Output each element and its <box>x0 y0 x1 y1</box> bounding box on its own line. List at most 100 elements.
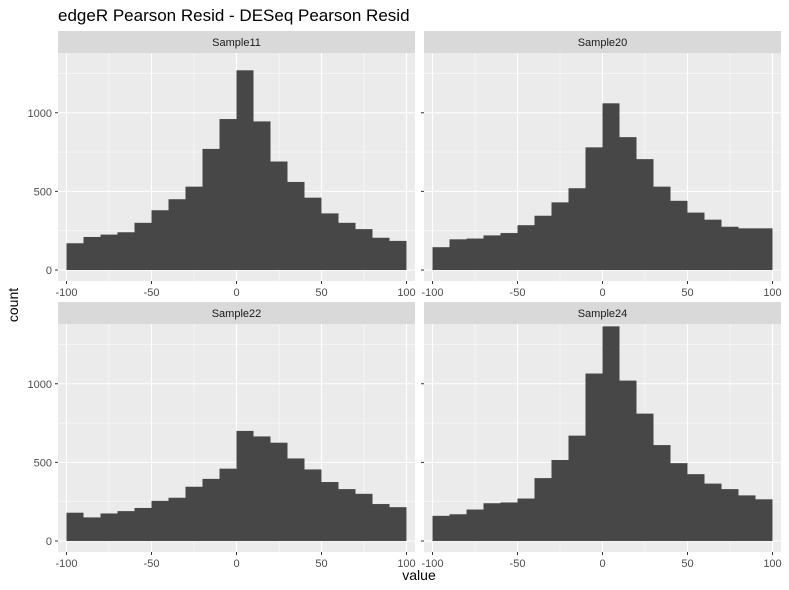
x-tick-label: -50 <box>510 558 526 570</box>
histogram-bar <box>551 202 569 270</box>
histogram-bar <box>704 483 722 541</box>
x-tick-label: 100 <box>397 287 415 299</box>
histogram-bar <box>432 515 450 541</box>
histogram-bar <box>66 512 84 541</box>
facet-strip <box>424 302 781 324</box>
x-tick-label: -100 <box>421 558 443 570</box>
y-axis-title: count <box>5 288 21 322</box>
facet-strip <box>58 302 415 324</box>
histogram-bar <box>389 507 407 541</box>
histogram-bar <box>185 186 203 270</box>
histogram-bar <box>338 489 356 541</box>
y-tick-label: 500 <box>34 457 52 469</box>
histogram-bar <box>551 460 569 541</box>
histogram-bar <box>602 103 620 270</box>
histogram-bar <box>100 234 118 270</box>
histogram-bar <box>236 70 254 270</box>
histogram-bar <box>483 503 501 541</box>
histogram-bar <box>287 181 305 270</box>
facet-sample24: Sample24 -100 -50 0 50 100 <box>421 302 782 570</box>
histogram-bar <box>270 161 288 270</box>
histogram-bar <box>721 226 739 270</box>
histogram-bar <box>517 225 535 270</box>
histogram-bar <box>304 469 322 541</box>
histogram-bar <box>755 499 773 541</box>
histogram-bar <box>168 199 186 270</box>
x-axis-title: value <box>402 567 436 583</box>
histogram-bar <box>219 119 237 270</box>
y-tick-label: 1000 <box>28 108 52 120</box>
facet-sample20: Sample20 -100 -50 0 50 100 <box>421 31 782 299</box>
histogram-bar <box>321 213 339 270</box>
x-tick-label: 50 <box>681 287 693 299</box>
y-tick-label: 1000 <box>28 379 52 391</box>
histogram-bar <box>687 212 705 270</box>
histogram-bar <box>83 236 101 270</box>
facet-strip-label: Sample11 <box>212 37 261 49</box>
x-tick-label: 0 <box>233 287 239 299</box>
histogram-bar <box>83 517 101 541</box>
histogram-bar <box>653 186 671 270</box>
histogram-bar <box>432 247 450 270</box>
histogram-bar <box>372 237 390 270</box>
histogram-bar <box>185 486 203 541</box>
histogram-bar <box>602 326 620 541</box>
histogram-bar <box>134 222 152 270</box>
x-tick-label: 50 <box>681 558 693 570</box>
histogram-bar <box>500 233 518 270</box>
histogram-bar <box>253 436 271 541</box>
y-tick-label: 0 <box>46 536 52 548</box>
histogram-bar <box>202 478 220 541</box>
histogram-bar <box>66 243 84 270</box>
histogram-bar <box>517 498 535 541</box>
histogram-bar <box>202 148 220 270</box>
histogram-bar <box>721 489 739 541</box>
histogram-bar <box>483 235 501 270</box>
chart-title: edgeR Pearson Resid - DESeq Pearson Resi… <box>58 6 410 25</box>
histogram-bar <box>117 232 135 270</box>
histogram-bar <box>568 435 586 541</box>
histogram-bar <box>355 493 373 541</box>
x-tick-label: -50 <box>144 558 160 570</box>
histogram-bar <box>619 380 637 541</box>
histogram-bar <box>117 511 135 541</box>
x-tick-label: 100 <box>397 558 415 570</box>
histogram-bar <box>636 413 654 541</box>
histogram-bar <box>321 482 339 541</box>
histogram-bar <box>355 229 373 270</box>
histogram-bar <box>236 430 254 541</box>
y-tick-label: 500 <box>34 186 52 198</box>
histogram-bar <box>253 121 271 270</box>
histogram-bar <box>304 197 322 270</box>
x-tick-label: -100 <box>421 287 443 299</box>
histogram-bar <box>619 137 637 270</box>
facet-strip-label: Sample24 <box>578 308 628 320</box>
histogram-bar <box>151 210 169 270</box>
histogram-bar <box>585 373 603 541</box>
x-tick-label: 100 <box>763 558 781 570</box>
histogram-bar <box>134 507 152 541</box>
histogram-bar <box>738 495 756 541</box>
histogram-bar <box>670 463 688 541</box>
histogram-bar <box>449 239 467 270</box>
x-tick-label: 0 <box>599 287 605 299</box>
facet-strip-label: Sample20 <box>578 37 628 49</box>
histogram-bar <box>738 228 756 270</box>
histogram-bar <box>449 514 467 541</box>
histogram-bar <box>100 513 118 541</box>
histogram-bar <box>585 147 603 270</box>
histogram-bar <box>704 219 722 270</box>
histogram-bar <box>466 238 484 270</box>
histogram-bar <box>670 200 688 270</box>
x-tick-label: 100 <box>763 287 781 299</box>
x-tick-label: -50 <box>510 287 526 299</box>
histogram-bar <box>534 478 552 541</box>
x-tick-label: -100 <box>55 287 77 299</box>
histogram-bar <box>151 500 169 541</box>
facet-strip <box>58 31 415 53</box>
histogram-bar <box>636 159 654 270</box>
histogram-bar <box>466 509 484 541</box>
y-tick-label: 0 <box>46 265 52 277</box>
